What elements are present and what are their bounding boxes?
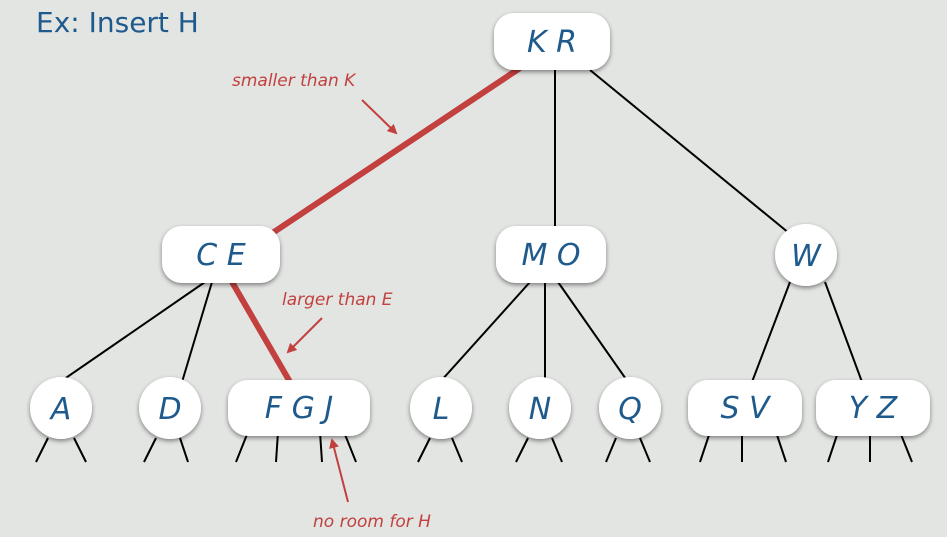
node-n-keys: N: [529, 392, 551, 427]
path-ce-fgj: [229, 280, 293, 384]
arrow-no-room: [329, 438, 349, 503]
node-l: L: [410, 377, 472, 439]
node-q: Q: [599, 377, 661, 439]
annotation-larger-than-e: larger than E: [282, 290, 393, 310]
edge-root-w: [589, 69, 796, 239]
node-l-keys: L: [433, 392, 450, 427]
node-a-keys: A: [49, 392, 72, 427]
edge-w-sv: [751, 281, 791, 383]
edge-mo-l: [439, 281, 531, 383]
node-w-keys: W: [791, 239, 822, 274]
leaf-stubs: [35, 431, 913, 463]
node-fgj: F G J: [228, 380, 370, 436]
node-mo-keys: M O: [521, 238, 580, 273]
node-yz-keys: Y Z: [849, 391, 899, 426]
annotation-smaller-than-k: smaller than K: [232, 71, 357, 91]
node-q-keys: Q: [618, 392, 642, 427]
edge-ce-d: [181, 281, 213, 383]
arrow-smaller: [361, 99, 398, 135]
annotation-no-room-for-h: no room for H: [313, 512, 431, 532]
node-ce: C E: [162, 226, 280, 283]
node-n: N: [509, 377, 571, 439]
node-w: W: [775, 224, 837, 286]
node-d: D: [139, 377, 201, 439]
tree-edges: [59, 69, 863, 383]
node-a: A: [30, 377, 92, 439]
node-sv: S V: [688, 380, 802, 436]
search-path: [229, 65, 522, 384]
node-ce-keys: C E: [196, 238, 245, 273]
node-mo: M O: [496, 226, 606, 283]
path-root-ce: [260, 65, 522, 243]
node-root-keys: K R: [527, 25, 577, 60]
node-sv-keys: S V: [720, 391, 772, 426]
node-root: K R: [494, 13, 610, 70]
edge-mo-q: [557, 281, 629, 383]
node-d-keys: D: [158, 392, 181, 427]
diagram-title: Ex: Insert H: [36, 6, 199, 39]
edge-ce-a: [59, 281, 206, 383]
node-yz: Y Z: [816, 380, 930, 436]
arrow-larger: [286, 317, 323, 354]
edge-w-yz: [824, 281, 863, 383]
node-fgj-keys: F G J: [265, 391, 333, 426]
